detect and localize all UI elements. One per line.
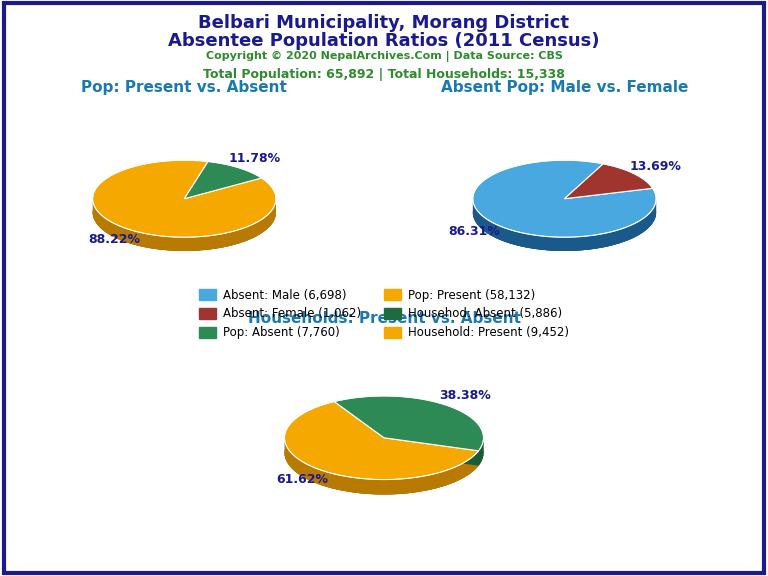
Ellipse shape [284, 411, 484, 494]
Title: Households: Present vs. Absent: Households: Present vs. Absent [247, 311, 521, 326]
Polygon shape [284, 437, 478, 494]
Polygon shape [473, 198, 656, 251]
Polygon shape [564, 164, 653, 199]
Title: Absent Pop: Male vs. Female: Absent Pop: Male vs. Female [441, 81, 688, 96]
Title: Pop: Present vs. Absent: Pop: Present vs. Absent [81, 81, 287, 96]
Text: 86.31%: 86.31% [448, 225, 500, 238]
Text: Belbari Municipality, Morang District: Belbari Municipality, Morang District [198, 14, 570, 32]
Text: 38.38%: 38.38% [439, 389, 492, 402]
Polygon shape [93, 160, 276, 237]
Polygon shape [384, 437, 484, 466]
Polygon shape [184, 161, 262, 199]
Polygon shape [284, 401, 478, 480]
Polygon shape [93, 198, 276, 251]
Polygon shape [93, 198, 276, 251]
Polygon shape [478, 437, 484, 466]
Polygon shape [473, 198, 656, 251]
Text: Copyright © 2020 NepalArchives.Com | Data Source: CBS: Copyright © 2020 NepalArchives.Com | Dat… [206, 51, 562, 62]
Text: 61.62%: 61.62% [276, 473, 329, 486]
Legend: Absent: Male (6,698), Absent: Female (1,062), Pop: Absent (7,760), Pop: Present : Absent: Male (6,698), Absent: Female (1,… [194, 284, 574, 344]
Text: Absentee Population Ratios (2011 Census): Absentee Population Ratios (2011 Census) [168, 32, 600, 50]
Ellipse shape [93, 174, 276, 251]
Text: 11.78%: 11.78% [229, 152, 281, 165]
Ellipse shape [473, 174, 656, 251]
Text: Total Population: 65,892 | Total Households: 15,338: Total Population: 65,892 | Total Househo… [203, 68, 565, 81]
Text: 88.22%: 88.22% [88, 233, 140, 245]
Polygon shape [334, 396, 484, 451]
Polygon shape [284, 437, 478, 494]
Polygon shape [473, 160, 656, 237]
Text: 13.69%: 13.69% [629, 160, 681, 173]
